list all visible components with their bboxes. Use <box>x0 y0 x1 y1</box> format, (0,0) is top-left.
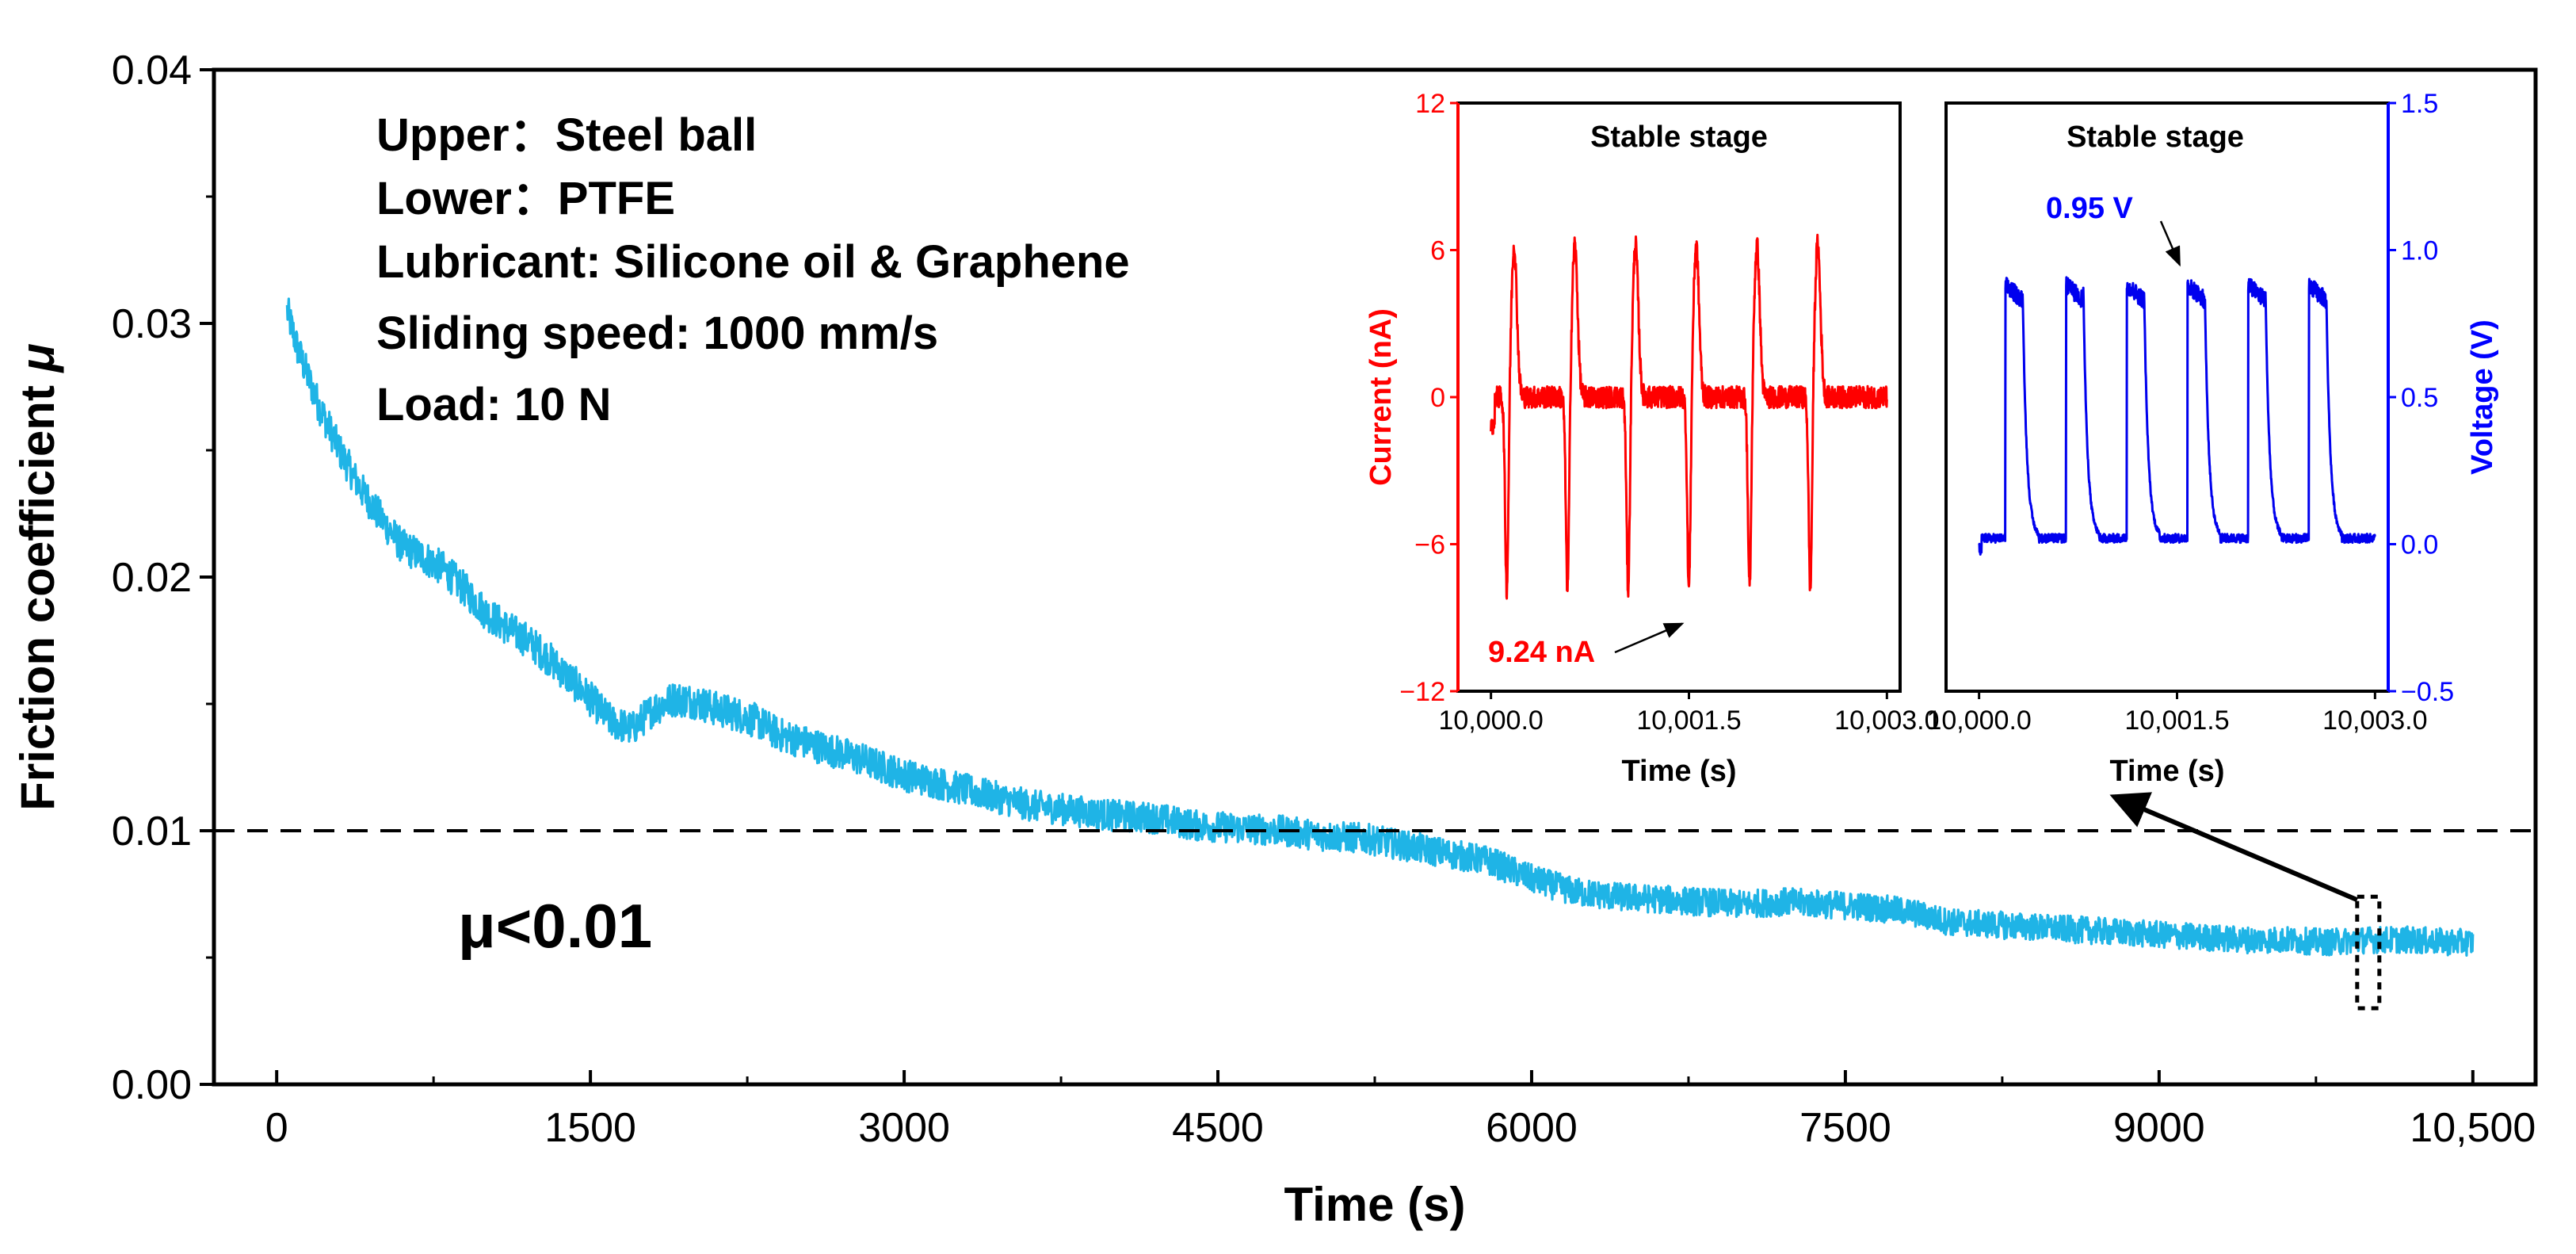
inset-voltage-annotation-arrow <box>2159 220 2181 267</box>
info-line-load: Load: 10 N <box>376 379 612 430</box>
inset-1-x-tick-label-2: 10,003.0 <box>1834 705 1939 736</box>
inset-1-y-tick-label-3: 6 <box>1430 236 1445 266</box>
inset-2-y-tick-label-3: 1.0 <box>2401 236 2438 266</box>
x-axis-title: Time (s) <box>1284 1178 1466 1231</box>
inset-1-y-tick-label-0: −12 <box>1399 677 1445 707</box>
inset-1-x-tick-label-1: 10,001.5 <box>1636 705 1741 736</box>
y-tick-label-1: 0.01 <box>112 809 192 854</box>
info-block: Upper：Steel ball Lower：PTFE Lubricant: S… <box>376 109 1130 430</box>
y-tick-label-2: 0.02 <box>112 555 192 601</box>
inset-1-y-tick-label-1: −6 <box>1414 530 1445 560</box>
inset-2-x-tick-label-2: 10,003.0 <box>2322 705 2427 736</box>
inset-voltage-y-title: Voltage (V) <box>2466 319 2499 475</box>
x-tick-label-2: 3000 <box>858 1105 950 1151</box>
inset-current-title: Stable stage <box>1590 120 1768 154</box>
info-line-speed: Sliding speed: 1000 mm/s <box>376 308 938 359</box>
inset-2-x-tick-label-1: 10,001.5 <box>2124 705 2229 736</box>
info-line-lower: Lower：PTFE <box>376 173 675 224</box>
main-axis-ticks <box>200 68 2475 1086</box>
friction-series-line <box>285 297 2475 957</box>
y-axis-title: Friction coefficient μ <box>11 343 64 811</box>
x-tick-label-6: 9000 <box>2113 1105 2205 1151</box>
inset-2-y-tick-label-4: 1.5 <box>2401 89 2438 119</box>
inset-1-series-line <box>1490 233 1888 600</box>
y-tick-label-0: 0.00 <box>112 1062 192 1108</box>
x-tick-label-5: 7500 <box>1799 1105 1891 1151</box>
inset-1-x-tick-label-0: 10,000.0 <box>1438 705 1543 736</box>
inset-current: 10,000.0 10,001.5 10,003.0 −12 −6 0 6 12 Stable… <box>1364 89 1940 788</box>
main-chart: 0 1500 3000 4500 6000 7500 9000 10,5000.000.010… <box>11 48 2538 1231</box>
main-series-group <box>285 297 2475 957</box>
inset-voltage-annotation: 0.95 V <box>2046 192 2134 225</box>
inset-voltage-frame <box>1944 101 2390 693</box>
y-tick-label-3: 0.03 <box>112 301 192 347</box>
x-tick-label-1: 1500 <box>544 1105 636 1151</box>
x-tick-label-3: 4500 <box>1172 1105 1264 1151</box>
inset-current-annotation-arrow <box>1614 622 1685 654</box>
inset-current-series-group <box>1490 233 1888 600</box>
inset-current-ticks <box>1450 101 1888 699</box>
inset-voltage-title: Stable stage <box>2067 120 2244 154</box>
inset-2-x-tick-label-0: 10,000.0 <box>1926 705 2031 736</box>
inset-2-y-tick-label-2: 0.5 <box>2401 383 2438 413</box>
inset-voltage-tick-labels: 10,000.0 10,001.5 10,003.0−0.5 0.0 0.5 1.0 1.5 <box>1926 89 2454 736</box>
y-tick-label-4: 0.04 <box>112 48 192 94</box>
x-tick-label-7: 10,500 <box>2410 1105 2536 1151</box>
zoom-arrow <box>2109 792 2359 902</box>
inset-current-x-title: Time (s) <box>1621 755 1736 788</box>
inset-voltage-series-group <box>1978 276 2376 556</box>
inset-current-y-title: Current (nA) <box>1364 308 1398 486</box>
y-axis-symbol: μ <box>11 343 64 373</box>
info-line-upper: Upper：Steel ball <box>376 109 757 161</box>
threshold-label: μ<0.01 <box>458 891 652 961</box>
main-axis-tick-labels: 0 1500 3000 4500 6000 7500 9000 10,5000.000.010… <box>112 48 2536 1151</box>
inset-1-y-tick-label-2: 0 <box>1430 383 1445 413</box>
inset-2-series-line <box>1978 276 2376 556</box>
inset-2-y-tick-label-1: 0.0 <box>2401 530 2438 560</box>
info-line-lubricant: Lubricant: Silicone oil & Graphene <box>376 236 1130 288</box>
inset-1-y-tick-label-4: 12 <box>1415 89 1445 119</box>
x-tick-label-0: 0 <box>265 1105 288 1151</box>
inset-voltage-x-title: Time (s) <box>2109 755 2224 788</box>
inset-voltage: 10,000.0 10,001.5 10,003.0−0.5 0.0 0.5 1.0 1.5… <box>1926 89 2499 788</box>
inset-2-y-tick-label-0: −0.5 <box>2401 677 2454 707</box>
y-axis-title-text: Friction coefficient <box>11 385 64 811</box>
x-tick-label-4: 6000 <box>1486 1105 1578 1151</box>
inset-current-tick-labels: 10,000.0 10,001.5 10,003.0 −12 −6 0 6 12 <box>1399 89 1939 736</box>
inset-current-annotation: 9.24 nA <box>1488 636 1595 669</box>
inset-voltage-ticks <box>1978 101 2396 699</box>
